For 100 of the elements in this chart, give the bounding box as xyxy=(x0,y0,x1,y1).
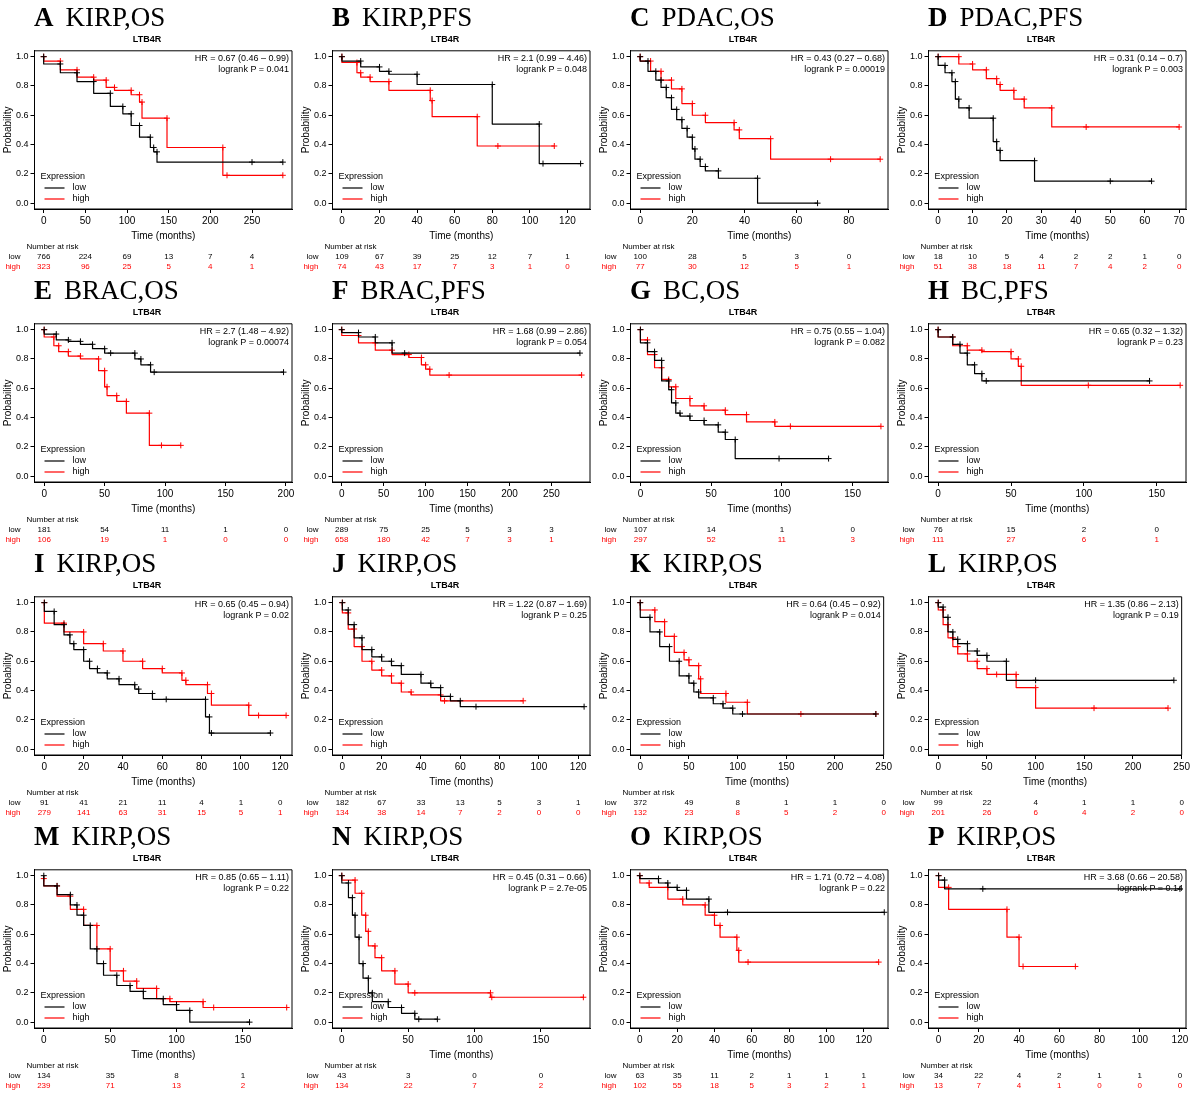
y-tick-label: 0.2 xyxy=(612,168,625,179)
x-tick-label: 0 xyxy=(41,487,48,499)
text: Number at risk xyxy=(920,242,974,252)
text: high 658 180 42 7 3 1 xyxy=(303,535,554,545)
y-tick-label: 0.0 xyxy=(314,197,327,208)
x-tick-label: 0 xyxy=(339,760,346,772)
y-tick-label: 0.6 xyxy=(314,382,327,393)
y-tick-label: 0.6 xyxy=(612,109,625,120)
text: high 77 30 12 5 1 xyxy=(601,262,852,272)
y-axis-title: Probability xyxy=(299,652,311,700)
legend-label: low xyxy=(370,181,385,192)
legend-title: Expression xyxy=(636,443,682,454)
x-tick-label: 0 xyxy=(935,214,942,226)
x-tick-label: 60 xyxy=(1053,1033,1066,1045)
text: low 181 54 11 1 0 xyxy=(8,525,289,535)
text: low 107 14 1 0 xyxy=(604,525,855,535)
y-tick-label: 1.0 xyxy=(910,870,923,881)
x-axis-title: Time (months) xyxy=(131,775,196,787)
legend-title: Expression xyxy=(934,443,980,454)
y-tick-label: 0.4 xyxy=(910,412,923,423)
x-tick-label: 60 xyxy=(746,1033,758,1045)
annotation: HR = 0.67 (0.46 – 0.99) xyxy=(194,52,289,63)
x-tick-label: 100 xyxy=(530,760,548,772)
x-tick-label: 100 xyxy=(417,487,435,499)
text: high 279 141 63 31 15 5 1 xyxy=(5,808,283,818)
y-tick-label: 1.0 xyxy=(612,51,625,62)
x-tick-label: 0 xyxy=(339,214,346,226)
y-tick-label: 1.0 xyxy=(314,870,327,881)
x-tick-label: 150 xyxy=(217,487,235,499)
x-tick-label: 0 xyxy=(935,487,942,499)
annotation: logrank P = 0.00019 xyxy=(804,63,885,74)
x-tick-label: 30 xyxy=(1035,214,1048,226)
legend-label: low xyxy=(668,727,683,738)
x-axis-title: Time (months) xyxy=(429,775,494,787)
text: Number at risk xyxy=(324,242,378,252)
chart-title: C PDAC,OS xyxy=(629,1,776,34)
legend-label: high xyxy=(370,738,388,749)
x-tick-label: 100 xyxy=(232,760,250,772)
x-tick-label: 120 xyxy=(271,760,289,772)
text: Number at risk xyxy=(622,242,676,252)
x-tick-label: 40 xyxy=(117,760,129,772)
legend-label: low xyxy=(966,181,981,192)
y-tick-label: 0.4 xyxy=(910,685,923,696)
legend-label: low xyxy=(966,1000,981,1011)
x-tick-label: 250 xyxy=(1173,760,1191,772)
chart-subtitle: LTB4R xyxy=(132,306,162,317)
y-tick-label: 0.0 xyxy=(314,1016,327,1027)
y-tick-label: 0.4 xyxy=(314,958,327,969)
legend-label: low xyxy=(72,181,87,192)
chart-subtitle: LTB4R xyxy=(728,579,758,590)
x-tick-label: 0 xyxy=(935,760,942,772)
x-tick-label: 100 xyxy=(156,487,174,499)
x-tick-label: 50 xyxy=(99,487,111,499)
annotation: HR = 0.65 (0.45 – 0.94) xyxy=(194,598,289,609)
x-tick-label: 50 xyxy=(378,487,390,499)
chart-title: O KIRP,OS xyxy=(629,820,764,853)
y-tick-label: 0.4 xyxy=(16,958,29,969)
x-tick-label: 150 xyxy=(1075,760,1094,772)
legend-label: low xyxy=(370,454,385,465)
y-tick-label: 0.0 xyxy=(910,470,923,481)
y-axis-title: Probability xyxy=(597,106,609,154)
legend-title: Expression xyxy=(338,170,384,181)
x-tick-label: 80 xyxy=(494,760,506,772)
legend-label: low xyxy=(370,727,385,738)
x-tick-label: 60 xyxy=(454,760,467,772)
annotation: HR = 0.45 (0.31 – 0.66) xyxy=(492,871,587,882)
x-tick-label: 60 xyxy=(791,214,803,226)
y-axis-title: Probability xyxy=(597,652,609,700)
x-tick-label: 100 xyxy=(1075,487,1093,499)
text: high 297 52 11 3 xyxy=(601,535,855,545)
chart-subtitle: LTB4R xyxy=(132,852,162,863)
y-tick-label: 0.2 xyxy=(612,714,625,725)
chart-subtitle: LTB4R xyxy=(728,306,758,317)
y-tick-label: 0.6 xyxy=(910,655,923,666)
legend-title: Expression xyxy=(934,989,980,1000)
x-axis-title: Time (months) xyxy=(1025,229,1090,241)
x-axis-title: Time (months) xyxy=(1023,775,1088,787)
chart-subtitle: LTB4R xyxy=(1026,579,1056,590)
text: high 106 19 1 0 0 xyxy=(5,535,289,545)
x-tick-label: 50 xyxy=(402,1033,415,1045)
chart-subtitle: LTB4R xyxy=(430,33,460,44)
chart-title: J KIRP,OS xyxy=(331,547,459,580)
annotation: logrank P = 0.082 xyxy=(814,336,885,347)
annotation: logrank P = 0.054 xyxy=(516,336,587,347)
x-tick-label: 120 xyxy=(855,1033,873,1045)
chart-title: G BC,OS xyxy=(629,274,742,307)
legend-label: high xyxy=(966,738,984,749)
x-tick-label: 150 xyxy=(532,1033,550,1045)
y-tick-label: 0.6 xyxy=(910,928,923,939)
y-tick-label: 0.2 xyxy=(910,441,923,452)
text: high 134 38 14 7 2 0 0 xyxy=(303,808,581,818)
y-tick-label: 0.4 xyxy=(314,412,327,423)
x-axis-title: Time (months) xyxy=(725,775,790,787)
y-tick-label: 0.0 xyxy=(16,470,29,481)
y-tick-label: 0.2 xyxy=(16,168,29,179)
y-axis-title: Probability xyxy=(597,379,609,427)
y-axis-title: Probability xyxy=(1,925,13,973)
x-tick-label: 0 xyxy=(41,1033,48,1045)
legend-label: low xyxy=(668,181,683,192)
text: high 201 26 6 4 2 0 xyxy=(899,808,1184,818)
